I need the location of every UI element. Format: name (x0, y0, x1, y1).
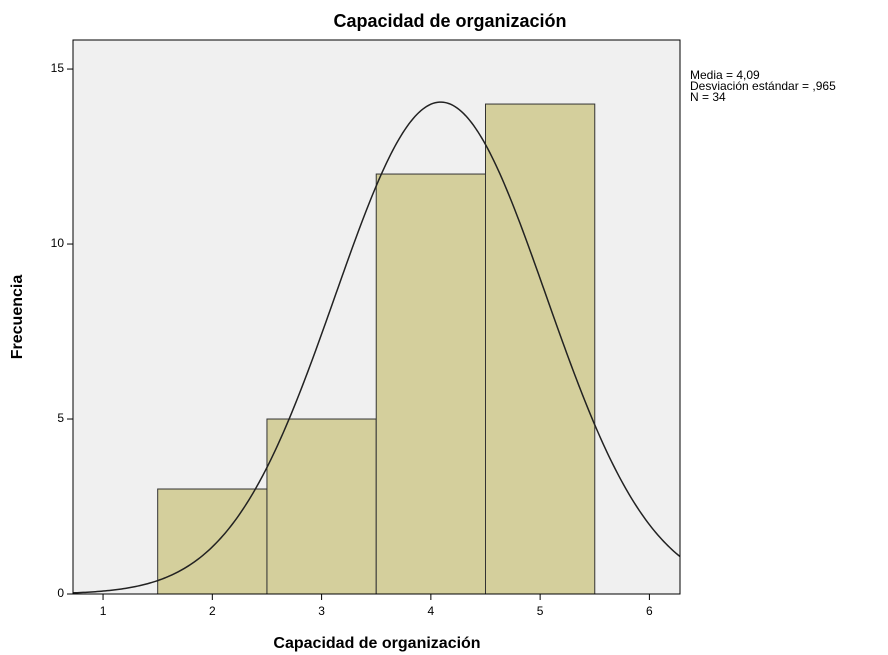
bar (484, 103, 596, 595)
y-tick-label: 0 (57, 586, 64, 600)
x-tick-label: 4 (428, 604, 435, 618)
x-tick-label: 2 (209, 604, 216, 618)
y-tick-label: 10 (51, 236, 65, 250)
x-axis-label: Capacidad de organización (273, 635, 480, 652)
x-tick-label: 3 (318, 604, 325, 618)
chart-title: Capacidad de organización (333, 11, 566, 31)
x-tick-label: 6 (646, 604, 653, 618)
annotation: Desviación estándar = ,965 (690, 79, 836, 93)
normal-curve (72, 101, 681, 594)
plot-frame (72, 39, 681, 595)
x-tick-label: 5 (537, 604, 544, 618)
y-tick-label: 15 (51, 61, 65, 75)
bar (266, 418, 377, 595)
annotation: N = 34 (690, 90, 726, 104)
bar (157, 488, 268, 595)
x-tick-label: 1 (100, 604, 107, 618)
y-axis-label: Frecuencia (9, 275, 26, 360)
bar (375, 173, 486, 595)
y-tick-label: 5 (57, 411, 64, 425)
annotation: Media = 4,09 (690, 68, 760, 82)
